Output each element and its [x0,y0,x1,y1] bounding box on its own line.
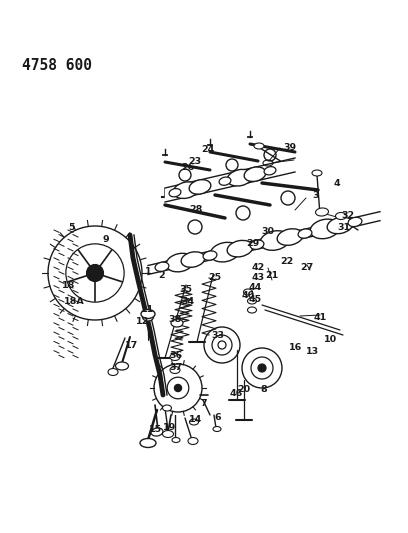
Ellipse shape [172,438,180,442]
Text: 29: 29 [246,238,259,247]
Text: 43: 43 [251,273,264,282]
Ellipse shape [189,180,211,194]
Text: 3: 3 [313,190,319,199]
Ellipse shape [260,231,290,251]
Text: 10: 10 [324,335,337,344]
Ellipse shape [170,367,180,374]
Ellipse shape [162,431,173,438]
Text: 2: 2 [159,271,165,280]
Ellipse shape [250,240,264,249]
Ellipse shape [151,428,163,436]
Text: 4758 600: 4758 600 [22,58,92,73]
Ellipse shape [248,298,257,304]
Ellipse shape [173,182,199,198]
Text: 46: 46 [229,389,243,398]
Text: 18A: 18A [64,297,84,306]
Ellipse shape [315,208,328,216]
Text: 19: 19 [163,423,177,432]
Text: 18: 18 [62,281,76,290]
Text: 30: 30 [262,228,275,237]
Ellipse shape [254,143,264,149]
Text: 35: 35 [180,286,193,295]
Text: 5: 5 [69,223,75,232]
Ellipse shape [155,262,169,271]
Text: 39: 39 [284,143,297,152]
Ellipse shape [227,169,253,186]
Ellipse shape [227,240,253,257]
Text: 42: 42 [251,263,265,272]
Text: 15: 15 [149,425,162,434]
Circle shape [174,384,182,392]
Ellipse shape [162,405,171,411]
Ellipse shape [189,419,199,425]
Ellipse shape [263,160,273,166]
Ellipse shape [141,310,155,319]
Ellipse shape [140,439,156,448]
Text: 33: 33 [211,330,224,340]
Ellipse shape [213,426,221,432]
Text: 13: 13 [306,348,319,357]
Ellipse shape [115,362,129,370]
Text: 1: 1 [145,268,151,277]
Text: 31: 31 [337,223,350,232]
Ellipse shape [348,217,362,227]
Text: 6: 6 [215,414,221,423]
Ellipse shape [244,289,253,295]
Text: 23: 23 [188,157,202,166]
Ellipse shape [327,217,353,234]
Text: 34: 34 [182,297,195,306]
Circle shape [86,264,104,281]
Ellipse shape [277,229,303,245]
Ellipse shape [210,243,240,262]
Text: 9: 9 [103,236,109,245]
Text: 37: 37 [169,364,182,373]
Ellipse shape [312,170,322,176]
Text: 12: 12 [136,318,150,327]
Ellipse shape [248,307,257,313]
Ellipse shape [244,167,266,181]
Text: 38: 38 [169,316,182,325]
Circle shape [258,364,266,372]
Text: 41: 41 [313,313,327,322]
Text: 24: 24 [202,146,215,155]
Text: 22: 22 [280,256,294,265]
Text: 40: 40 [242,292,255,301]
Text: 7: 7 [201,399,207,408]
Ellipse shape [298,229,312,238]
Ellipse shape [170,353,180,360]
Text: 27: 27 [300,263,314,272]
Text: 36: 36 [169,351,182,359]
Text: 21: 21 [265,271,279,279]
Text: 45: 45 [248,295,262,304]
Text: 4: 4 [334,179,340,188]
Text: 14: 14 [189,416,203,424]
Text: 28: 28 [189,205,203,214]
Ellipse shape [335,213,346,220]
Ellipse shape [142,313,153,321]
Ellipse shape [264,167,276,175]
Text: 44: 44 [248,284,262,293]
Text: 16: 16 [289,343,303,352]
Ellipse shape [171,319,183,327]
Ellipse shape [188,438,198,445]
Ellipse shape [108,368,118,376]
Text: 11: 11 [142,305,155,314]
Text: 20: 20 [237,385,251,394]
Ellipse shape [169,189,181,197]
Text: 32: 32 [341,211,355,220]
Ellipse shape [181,252,205,268]
Ellipse shape [203,251,217,260]
Text: 17: 17 [125,341,139,350]
Ellipse shape [166,253,194,272]
Text: 8: 8 [261,385,267,394]
Ellipse shape [310,219,340,239]
Ellipse shape [219,177,231,185]
Text: 26: 26 [182,164,195,173]
Text: 25: 25 [208,273,222,282]
